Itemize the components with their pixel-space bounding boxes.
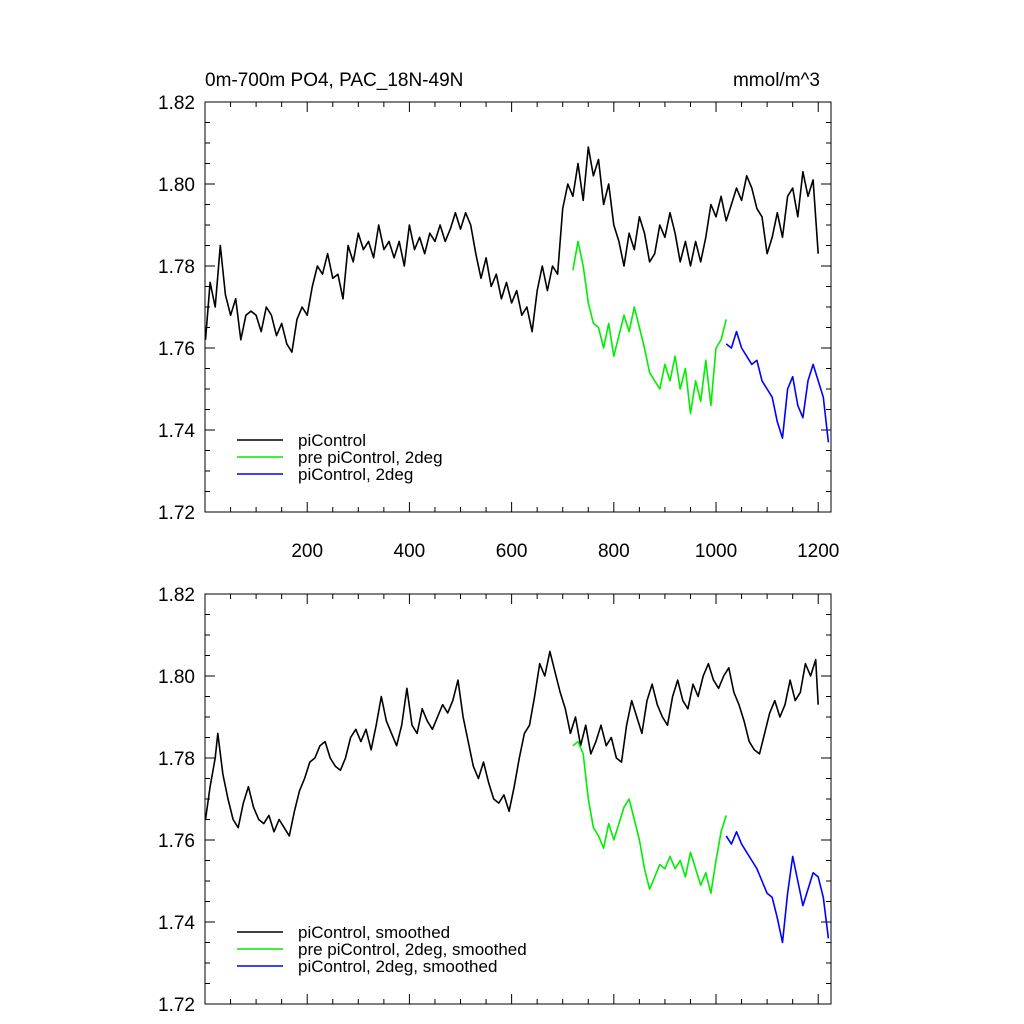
bottom-y-tick-label: 1.72 — [158, 995, 195, 1016]
bottom-y-tick-label: 1.82 — [158, 585, 195, 606]
top-y-tick-label: 1.82 — [158, 93, 195, 114]
bottom-y-tick-label: 1.74 — [158, 913, 195, 934]
top-y-tick-label: 1.74 — [158, 421, 195, 442]
top-legend-label: pre piControl, 2deg — [298, 448, 443, 467]
top-series-line-1 — [572, 240, 727, 415]
bottom-y-tick-label: 1.80 — [158, 667, 195, 688]
bottom-panel: 1.72 1.74 1.76 1.78 1.80 1.82 piControl, smoot… — [158, 585, 832, 1016]
top-y-tick-label: 1.78 — [158, 257, 195, 278]
bottom-series-line-1 — [572, 740, 727, 895]
top-series-line-2 — [725, 330, 830, 443]
top-legend-label: piControl — [298, 431, 366, 450]
top-x-tick-label: 200 — [291, 541, 323, 562]
bottom-y-tick-label: 1.76 — [158, 831, 195, 852]
top-x-tick-label: 600 — [496, 541, 528, 562]
top-y-tick-label: 1.76 — [158, 339, 195, 360]
top-x-tick-label: 800 — [598, 541, 630, 562]
bottom-legend-label: piControl, smoothed — [298, 923, 450, 942]
top-series-line-0 — [204, 146, 819, 353]
top-panel-units: mmol/m^3 — [733, 70, 820, 91]
top-x-tick-label: 1000 — [695, 541, 737, 562]
bottom-series-line-0 — [204, 650, 819, 837]
top-x-tick-label: 400 — [394, 541, 426, 562]
top-legend-label: piControl, 2deg — [298, 465, 413, 484]
top-y-tick-label: 1.72 — [158, 503, 195, 524]
top-x-tick-label: 1200 — [797, 541, 839, 562]
bottom-legend-label: pre piControl, 2deg, smoothed — [298, 940, 527, 959]
top-panel-title: 0m-700m PO4, PAC_18N-49N — [205, 70, 463, 91]
bottom-y-tick-label: 1.78 — [158, 749, 195, 770]
bottom-series-line-2 — [725, 831, 830, 944]
top-y-tick-label: 1.80 — [158, 175, 195, 196]
top-panel: 0m-700m PO4, PAC_18N-49N mmol/m^3 1.72 1.… — [158, 70, 839, 562]
bottom-legend-label: piControl, 2deg, smoothed — [298, 957, 497, 976]
